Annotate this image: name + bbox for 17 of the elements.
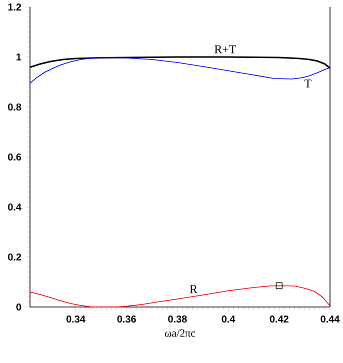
x-tick-label: 0.4 [222, 316, 236, 323]
x-tick-label: 0.34 [66, 316, 86, 323]
series-label: R [190, 285, 198, 294]
y-tick-label: 0.4 [8, 203, 22, 211]
series-label: T [304, 80, 312, 88]
series-label: R+T [214, 45, 236, 54]
y-tick-label: 0 [16, 303, 22, 311]
x-tick-label: 0.44 [320, 316, 340, 323]
x-tick-label: 0.38 [168, 316, 187, 323]
x-tick-label: 0.36 [117, 316, 136, 323]
x-axis-title: ωa/2πc [164, 329, 196, 337]
y-tick-label: 1 [16, 54, 22, 60]
x-tick-label: 0.42 [270, 316, 288, 323]
y-tick-label: 0.2 [8, 253, 22, 261]
y-tick-label: 0.8 [8, 103, 22, 111]
y-tick-label: 0.6 [8, 153, 22, 161]
y-tick-label: 1.2 [8, 4, 22, 10]
